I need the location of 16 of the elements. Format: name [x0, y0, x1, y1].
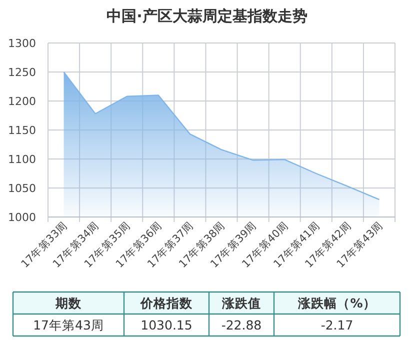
text: 涨跌值 [221, 296, 261, 310]
y-tick-label: 1150 [8, 124, 36, 137]
text: -2.17 [320, 318, 354, 332]
text: 期数 [54, 296, 82, 310]
y-tick-label: 1050 [8, 182, 36, 195]
y-tick-label: 1200 [8, 95, 36, 108]
y-tick-label: 1100 [8, 153, 36, 166]
text: -22.88 [221, 318, 262, 332]
y-tick-label: 1300 [8, 37, 36, 50]
text: 涨跌幅（%） [297, 296, 376, 310]
chart-title: 中国·产区大蒜周定基指数走势 [106, 7, 308, 25]
y-tick-label: 1250 [8, 66, 36, 79]
text: 价格指数 [140, 296, 194, 310]
text: 17年第43周 [33, 318, 104, 332]
text: 1030.15 [140, 318, 192, 332]
y-tick-label: 1000 [8, 211, 36, 224]
